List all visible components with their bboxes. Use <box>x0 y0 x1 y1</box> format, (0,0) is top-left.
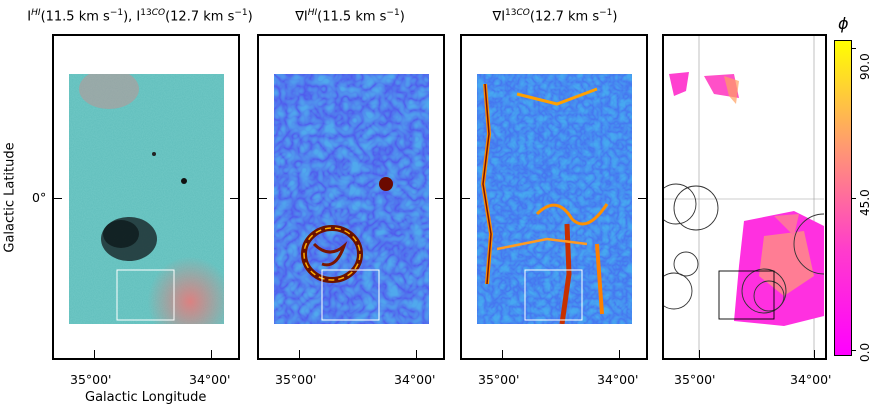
panel-2-xticklabel-1: 35°00' <box>275 372 317 387</box>
panel-1-frame <box>52 34 240 360</box>
panel-1-ytick-left <box>54 198 62 199</box>
panel-3-image <box>477 74 632 324</box>
panel-1-xticklabel-1: 35°00' <box>70 372 112 387</box>
y-axis-label: Galactic Latitude <box>2 142 18 253</box>
panel-3-ytick-left <box>462 198 470 199</box>
colorbar-tick-top <box>852 48 856 49</box>
panel-4-frame <box>662 34 827 360</box>
panel-2-ytick-right <box>435 198 443 199</box>
colorbar-ticklabel-45: 45.0 <box>858 189 872 216</box>
panel-2-frame <box>257 34 445 360</box>
panel-4-xtick-1 <box>699 350 700 358</box>
panel-2-xtick-2 <box>416 350 417 358</box>
x-axis-label: Galactic Longitude <box>85 390 207 405</box>
panel-1-yticklabel: 0° <box>32 190 47 205</box>
panel-4-xtick-2 <box>814 350 815 358</box>
panel-2-xticklabel-2: 34°00' <box>394 372 436 387</box>
colorbar-symbol: ϕ <box>838 14 849 33</box>
panel-1-title: IHI(11.5 km s−1), I13CO(12.7 km s−1) <box>27 8 253 25</box>
panel-3-xtick-2 <box>619 350 620 358</box>
panel-2-ytick-left <box>259 198 267 199</box>
colorbar <box>834 40 852 356</box>
panel-3-ytick-right <box>638 198 646 199</box>
panel-1-xtick-1 <box>94 350 95 358</box>
panel-4-image <box>664 36 824 357</box>
panel-4-xticklabel-2: 34°00' <box>790 372 832 387</box>
colorbar-ticklabel-90: 90.0 <box>858 53 872 80</box>
panel-3-xtick-1 <box>502 350 503 358</box>
colorbar-tick-bottom <box>852 350 856 351</box>
panel-3-frame <box>460 34 648 360</box>
panel-3-xticklabel-2: 34°00' <box>597 372 639 387</box>
panel-2-image <box>274 74 429 324</box>
panel-1-xtick-2 <box>211 350 212 358</box>
panel-1-xticklabel-2: 34°00' <box>189 372 231 387</box>
panel-1-ytick-right <box>230 198 238 199</box>
colorbar-ticklabel-0: 0.0 <box>858 342 872 362</box>
panel-2-title: ∇IHI(11.5 km s−1) <box>295 8 405 25</box>
panel-1-image <box>69 74 224 324</box>
panel-2-xtick-1 <box>299 350 300 358</box>
colorbar-tick-mid <box>852 198 856 199</box>
panel-4-xticklabel-1: 35°00' <box>674 372 716 387</box>
panel-3-title: ∇I13CO(12.7 km s−1) <box>492 8 618 25</box>
panel-3-xticklabel-1: 35°00' <box>478 372 520 387</box>
